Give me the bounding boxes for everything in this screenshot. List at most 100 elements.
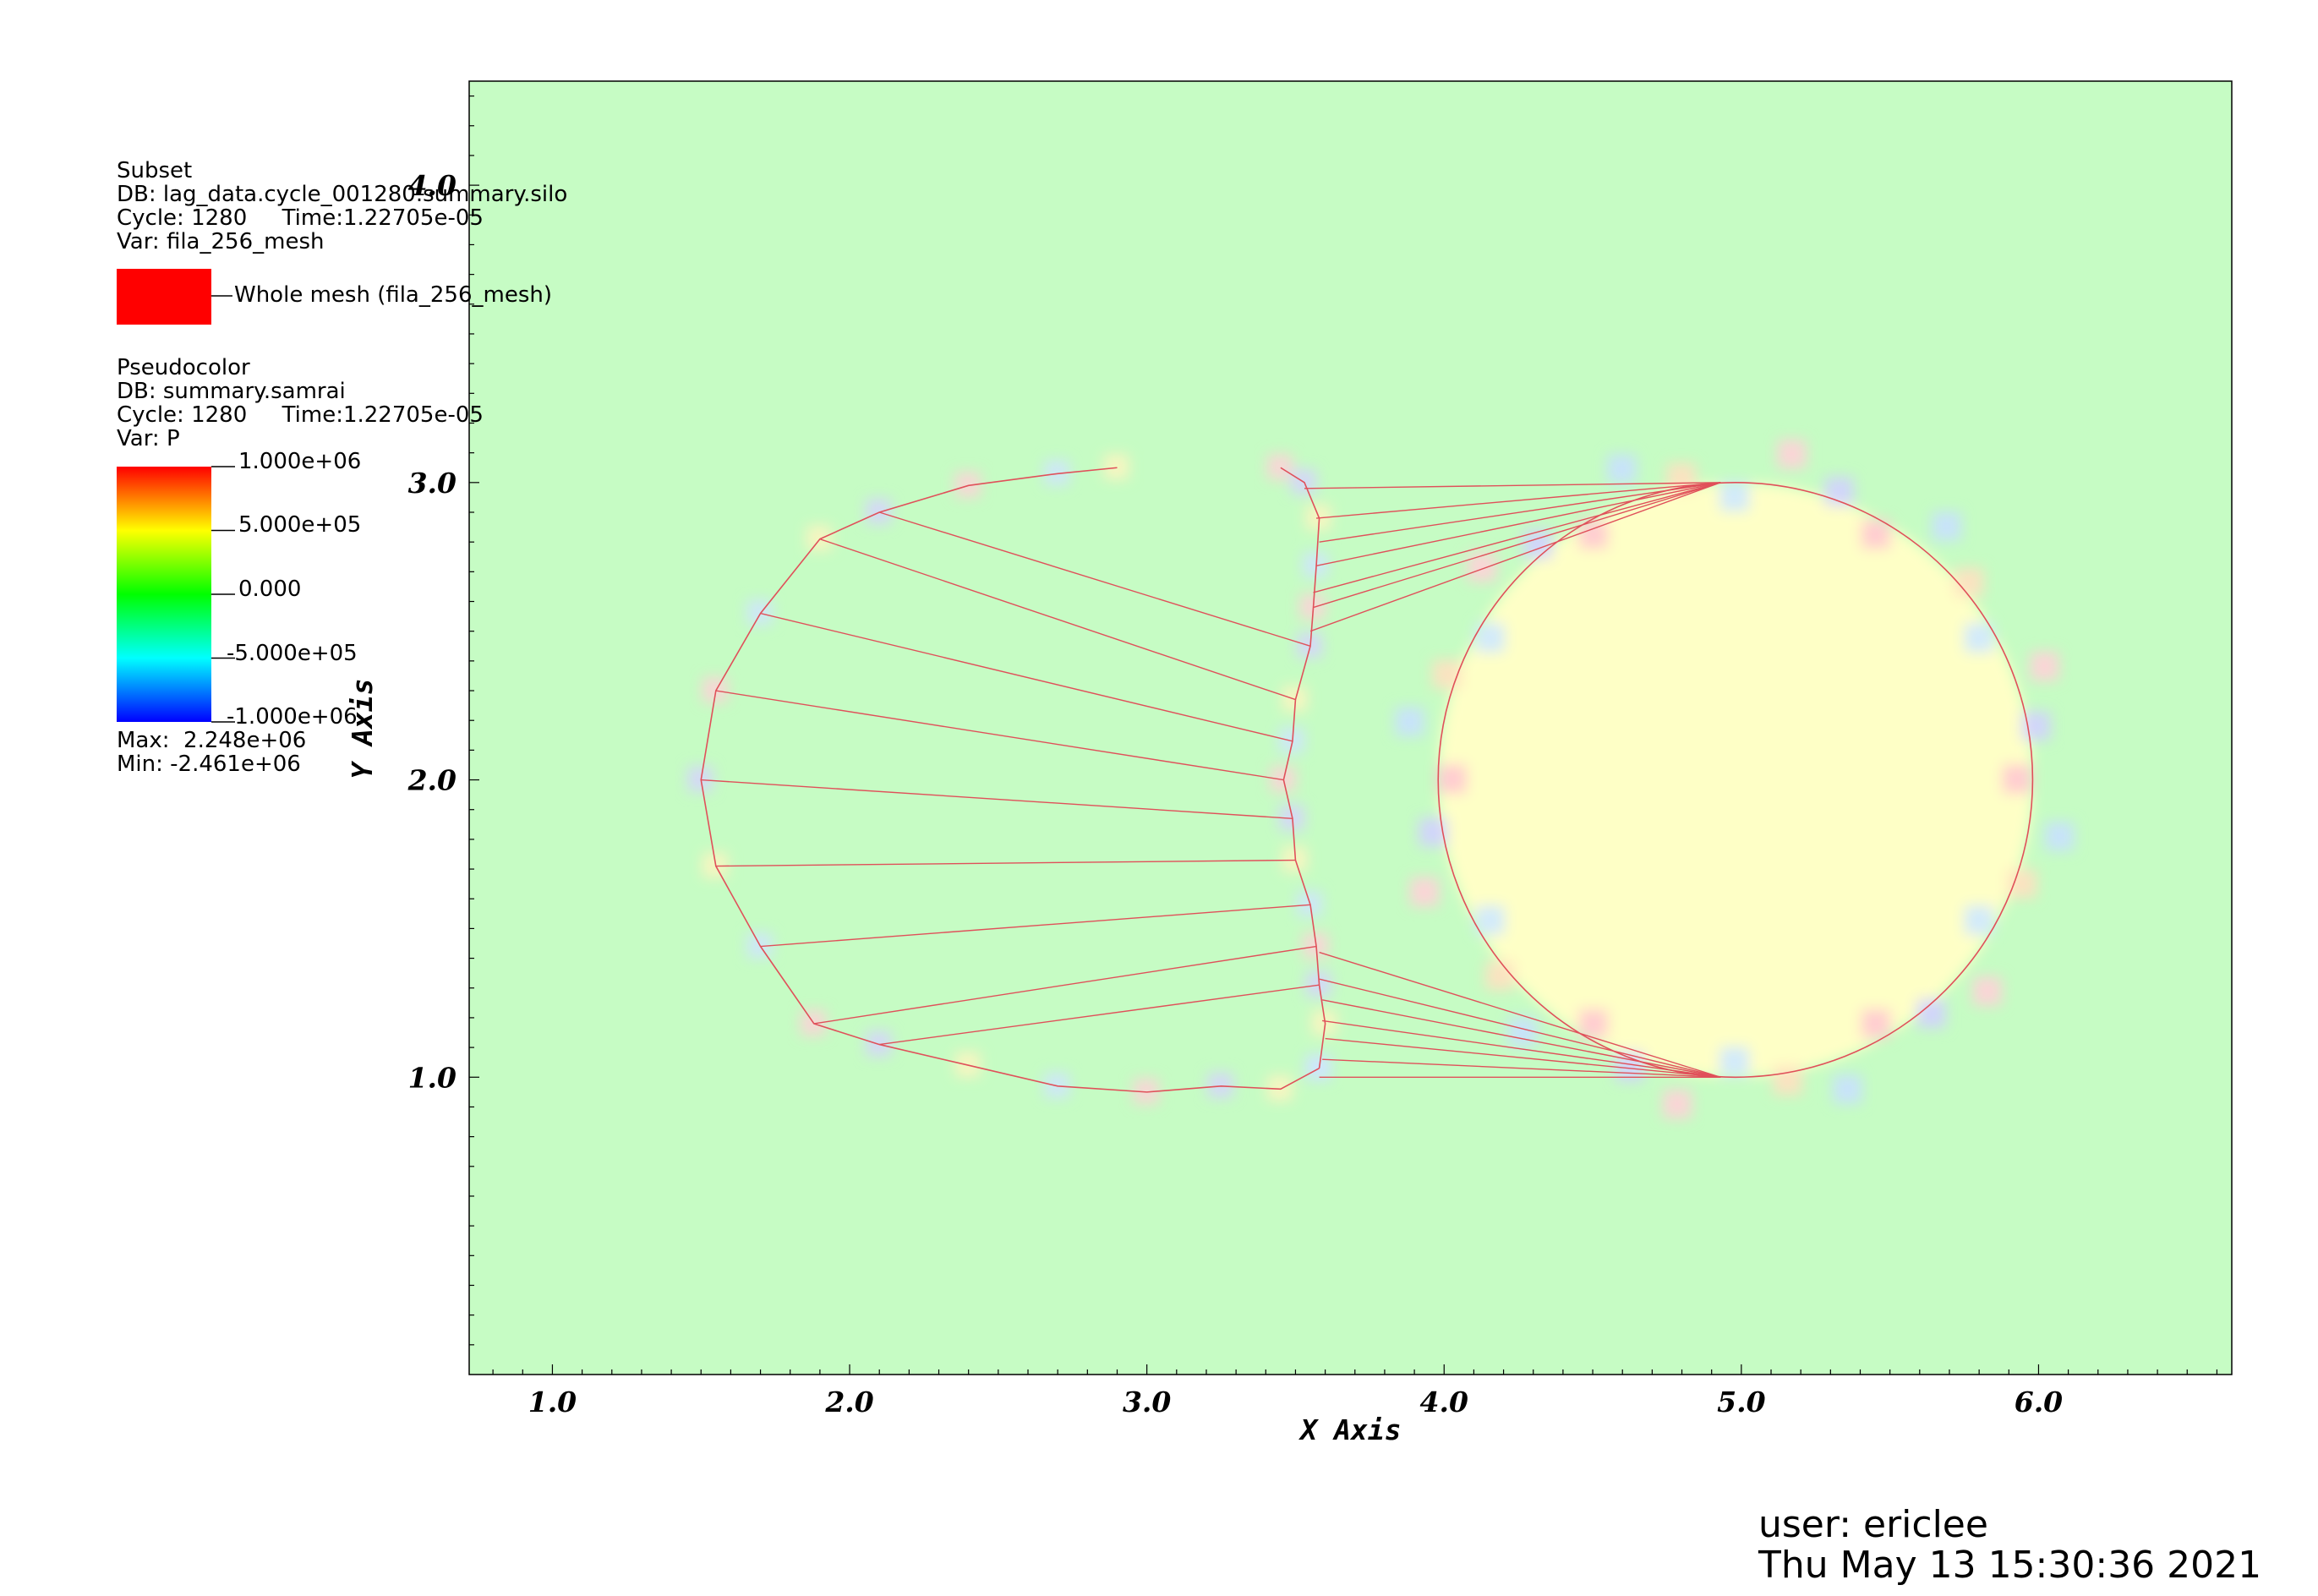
mesh-bridge-bottom-line [1319,978,1721,1078]
mesh-circle [1437,482,2034,1079]
mesh-fan-line [813,945,1317,1025]
pressure-blotch [1467,552,1496,582]
pseudocolor-legend-title: Pseudocolor [117,355,250,380]
x-tick-labels: 1.0 2.0 3.0 4.0 5.0 6.0 [528,1386,2063,1418]
pressure-field [687,440,2075,1119]
mesh-bridge-bottom-line [1319,951,1721,1078]
pseudocolor-legend-var: Var: P [117,426,180,451]
y-minor-ticks [469,95,479,1346]
pressure-blotch [1475,905,1505,935]
pressure-blotch [866,499,892,524]
colorbar-label-3: -5.000e+05 [227,641,358,666]
plot-area [468,80,2233,1375]
pressure-blotch [1278,727,1304,753]
mesh-bridge-bottom-line [1325,1037,1721,1078]
pressure-blotch [1719,1047,1749,1076]
pressure-blotch [1437,764,1467,794]
pressure-blotch [1266,454,1293,480]
y-axis-title: Y Axis [346,678,379,779]
pressure-blotch [2002,764,2031,794]
pressure-blotch [1663,1090,1692,1119]
pressure-blotch [1305,1054,1331,1080]
pressure-region-circle [1438,482,2033,1078]
subset-legend-var: Var: fila_256_mesh [117,229,325,254]
mesh-bridge-top-line [1304,482,1721,489]
mesh-fan-line [701,779,1293,819]
pressure-blotch [1432,659,1462,689]
footer-user: user: ericlee [1758,1503,1988,1546]
pseudocolor-legend-cycle: Cycle: 1280 Time:1.22705e-05 [117,402,484,428]
colorbar [117,466,235,723]
colorbar-gradient [117,467,211,722]
mesh-fan-line [715,690,1284,781]
pressure-blotch [1861,520,1890,549]
footer-timestamp: Thu May 13 15:30:36 2021 [1758,1544,2262,1587]
mesh-bridge-bottom-line [1322,1058,1721,1078]
x-tick-label: 4.0 [1420,1386,1468,1418]
y-tick-label: 4.0 [408,169,456,202]
x-tick-label: 5.0 [1717,1386,1765,1418]
y-tick-labels: 1.0 2.0 3.0 4.0 [407,169,456,1094]
y-tick-label: 3.0 [408,467,456,500]
x-tick-label: 3.0 [1123,1386,1171,1418]
pressure-blotch [1410,877,1440,907]
colorbar-label-1: 5.000e+05 [238,512,362,538]
mesh-left-outline [700,467,1320,1093]
x-tick-label: 1.0 [528,1386,577,1418]
mesh-bridge-top-line [1313,482,1721,609]
pressure-blotch [1395,707,1424,736]
y-tick-label: 2.0 [407,764,456,797]
pressure-blotch [1507,1017,1537,1047]
pseudocolor-min: Min: -2.461e+06 [117,752,301,777]
pressure-blotch [1777,440,1807,469]
pressure-blotch [702,852,728,878]
plot-frame [468,80,2233,1375]
pressure-field-blur [687,440,2075,1119]
pressure-blotch [1833,1074,1862,1104]
mesh-bridge-top-line [1316,482,1721,519]
pressure-blotch [1954,567,1984,597]
mesh-bridge-top-line [1319,482,1721,543]
pressure-blotch [1719,482,1749,511]
x-minor-ticks [492,1364,2218,1375]
colorbar-ticks [211,466,235,723]
subset-color-swatch [117,269,211,325]
subset-legend-db: DB: lag_data.cycle_001280.summary.silo [117,182,568,207]
mesh-fan-line [819,538,1296,701]
x-tick-label: 2.0 [824,1386,873,1418]
pseudocolor-extrema: Max: 2.248e+06 Min: -2.461e+06 [117,729,306,776]
mesh-bridge-top-line [1315,482,1721,566]
pressure-blotch [1103,454,1129,480]
subset-swatch [117,269,232,325]
footer: user: ericlee Thu May 13 15:30:36 2021 [1758,1505,2261,1586]
pressure-blotch [2045,822,2075,851]
pressure-blotch [687,766,713,792]
mesh-fan-line [760,612,1293,742]
x-axis-title: X Axis [1298,1413,1401,1446]
colorbar-label-0: 1.000e+06 [238,449,362,474]
mesh-fan-line [760,904,1311,948]
pressure-blotch [806,525,832,551]
subset-legend: Subset DB: lag_data.cycle_001280.summary… [117,159,567,254]
subset-legend-cycle: Cycle: 1280 Time:1.22705e-05 [117,205,484,231]
pressure-blotch [1485,961,1515,991]
colorbar-label-2: 0.000 [238,577,302,602]
x-tick-label: 6.0 [2015,1386,2063,1418]
pseudocolor-max: Max: 2.248e+06 [117,728,307,753]
pseudocolor-legend: Pseudocolor DB: summary.samrai Cycle: 12… [117,356,484,451]
mesh-left-front [1280,467,1326,1069]
mesh-lines [700,467,2034,1093]
pressure-blotch [2008,869,2037,899]
mesh-bridge-top-line [1313,482,1721,593]
pseudocolor-legend-db: DB: summary.samrai [117,379,346,404]
pressure-blotch [1965,623,1994,653]
pressure-blotch [1578,1008,1608,1038]
mesh-bridge-top-line [1309,482,1721,632]
pressure-blotch [2030,652,2059,681]
y-tick-label: 1.0 [408,1061,456,1094]
pressure-blotch [1270,766,1296,792]
y-axis: 1.0 2.0 3.0 4.0 Y Axis [346,95,479,1346]
mesh-fan-line [715,859,1296,867]
pressure-blotch [1861,1008,1890,1038]
